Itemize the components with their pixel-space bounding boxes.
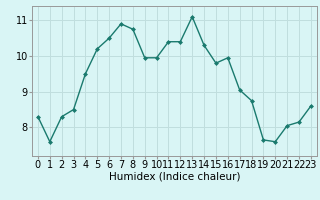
X-axis label: Humidex (Indice chaleur): Humidex (Indice chaleur): [109, 172, 240, 182]
